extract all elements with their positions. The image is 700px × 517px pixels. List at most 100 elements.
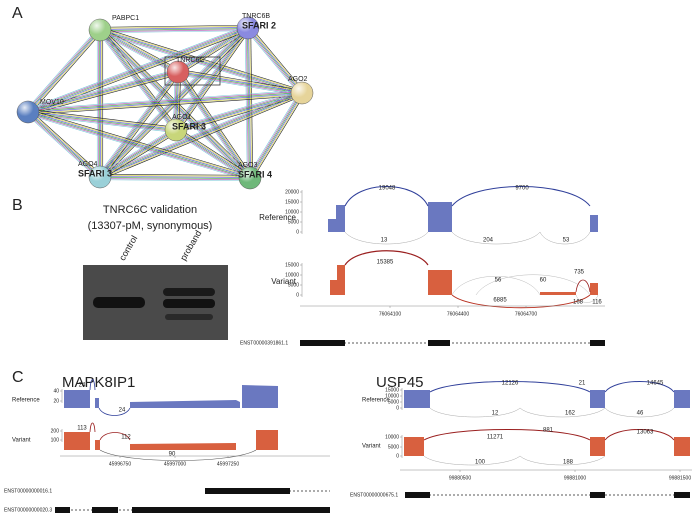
network-edge (178, 29, 251, 132)
junction-count: 12126 (502, 381, 519, 387)
network-edge (27, 29, 100, 112)
transcript-label: ENST00000000020.3 (4, 507, 52, 513)
panel-label: B (12, 197, 23, 214)
network-edge (28, 110, 177, 129)
node-label: AGO4 (78, 161, 98, 168)
exon (132, 507, 330, 513)
node-shine (17, 101, 39, 123)
network-edge (247, 28, 302, 94)
network-edge (28, 110, 102, 176)
x-tick-label: 99880500 (449, 475, 471, 481)
network-edge (99, 178, 250, 180)
network-edge (99, 26, 248, 29)
junction-arc (519, 455, 606, 466)
network-edge (99, 177, 250, 179)
network-edge (99, 27, 248, 30)
network-edge (179, 70, 252, 178)
network-edge (28, 111, 101, 177)
track-label: Reference (12, 398, 40, 404)
network-edge (177, 72, 302, 94)
y-tick-label: 5000 (288, 282, 299, 288)
junction-count: 46 (637, 411, 644, 417)
network-edge (100, 28, 303, 92)
node-shine (165, 119, 187, 141)
y-tick-label: 20 (53, 398, 59, 404)
sfari-label: SFARI 4 (238, 169, 272, 179)
coverage (328, 205, 345, 232)
network-edge (250, 93, 303, 179)
network-edge (178, 71, 303, 93)
junction-arc (451, 294, 591, 309)
node-shine (239, 167, 261, 189)
network-edge (99, 31, 302, 95)
network-edge (178, 68, 303, 91)
network-edge (99, 30, 176, 131)
network-edge (27, 89, 302, 110)
network-edge (176, 129, 251, 178)
y-tick-label: 15000 (285, 199, 299, 205)
junction-count: 13063 (637, 430, 654, 436)
exon (300, 340, 345, 346)
network-edge (27, 70, 178, 111)
network-edge (177, 74, 302, 97)
network-edge (26, 25, 248, 110)
network-edge (252, 94, 305, 180)
y-tick-label: 200 (51, 428, 60, 434)
junction-arc (575, 279, 591, 293)
network-edge (26, 28, 99, 112)
y-tick-label: 100 (51, 437, 60, 443)
junction-arc (539, 231, 591, 245)
junction-count: 53 (563, 238, 570, 244)
network-edge (28, 111, 251, 178)
network-edge (100, 131, 178, 179)
network-edge (248, 27, 303, 93)
transcript-label: ENST00000000675.1 (350, 492, 398, 498)
network-edge (177, 127, 252, 176)
network-edge (100, 28, 179, 71)
junction-count: 204 (483, 238, 494, 244)
coverage (404, 390, 430, 408)
sfari-label: SFARI 2 (242, 20, 276, 30)
junction-count: 11271 (487, 435, 504, 441)
coverage (242, 385, 278, 408)
junction-arc (98, 407, 131, 416)
y-tick-label: 5000 (388, 399, 399, 405)
y-tick-label: 10000 (385, 393, 399, 399)
coverage (590, 390, 605, 408)
y-tick-label: 40 (53, 388, 59, 394)
junction-count: 162 (565, 411, 576, 417)
network-edge (175, 130, 250, 179)
coverage (256, 430, 278, 450)
exon (92, 507, 118, 513)
panel-label: A (12, 5, 23, 22)
network-edge (100, 95, 304, 180)
node-shine (89, 19, 111, 41)
network-edge (28, 111, 177, 130)
network-edge (178, 29, 250, 74)
network-edge (28, 93, 303, 113)
network-edge (247, 91, 300, 177)
x-tick-label: 45997250 (217, 461, 239, 467)
network-edge (246, 28, 301, 95)
coverage (95, 398, 99, 408)
junction-count: 24 (79, 383, 86, 389)
y-tick-label: 0 (296, 292, 299, 298)
network-edge (176, 128, 252, 177)
network-edge (99, 30, 302, 94)
network-edge (25, 113, 99, 180)
junction-arc (89, 379, 96, 391)
junction-count: 881 (543, 428, 554, 434)
network-edge (251, 93, 304, 180)
y-tick-label: 20000 (285, 189, 299, 195)
network-edge (28, 108, 177, 128)
network-edge (100, 94, 303, 179)
gene-title: USP45 (376, 374, 424, 391)
exon (205, 488, 290, 494)
junction-count: 14645 (647, 381, 664, 387)
y-tick-label: 0 (396, 453, 399, 459)
lane-label: proband (178, 229, 203, 263)
x-tick-label: 76064100 (379, 311, 401, 317)
junction-arc (423, 455, 521, 466)
junction-count: 21 (579, 381, 586, 387)
network-edge (99, 32, 302, 96)
